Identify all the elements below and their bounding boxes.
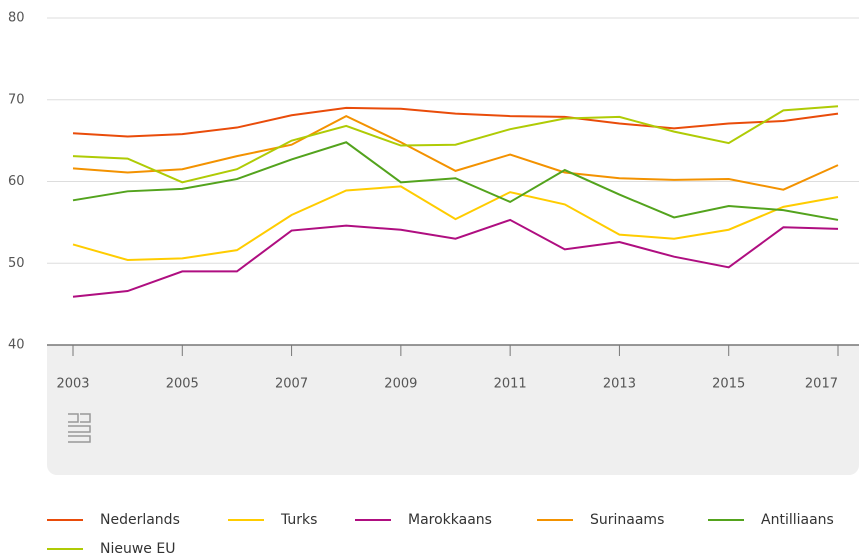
series-line	[72, 141, 839, 221]
x-tick-label: 2007	[275, 377, 308, 392]
x-tick-label: 2015	[712, 377, 745, 392]
logo	[68, 413, 91, 443]
y-tick-label: 70	[8, 92, 25, 107]
series-line	[72, 218, 839, 298]
y-tick-label: 80	[8, 11, 25, 26]
x-tick-label: 2017	[805, 377, 838, 392]
legend-label: Surinaams	[590, 512, 664, 528]
series-line	[72, 185, 839, 261]
legend-label: Marokkaans	[408, 512, 492, 528]
y-tick-label: 50	[8, 256, 25, 271]
series-line	[72, 114, 839, 191]
series-line	[72, 106, 839, 138]
series-line	[72, 105, 839, 184]
y-tick-label: 40	[8, 338, 25, 353]
y-tick-label: 60	[8, 174, 25, 189]
legend-label: Antilliaans	[761, 512, 834, 528]
axis-panel	[47, 345, 859, 475]
legend-label: Nieuwe EU	[100, 541, 175, 557]
legend-label: Nederlands	[100, 512, 180, 528]
legend-label: Turks	[280, 512, 317, 528]
x-tick-label: 2009	[384, 377, 417, 392]
x-tick-label: 2005	[166, 377, 199, 392]
x-tick-label: 2013	[603, 377, 636, 392]
x-tick-label: 2003	[56, 377, 89, 392]
x-tick-label: 2011	[494, 377, 527, 392]
